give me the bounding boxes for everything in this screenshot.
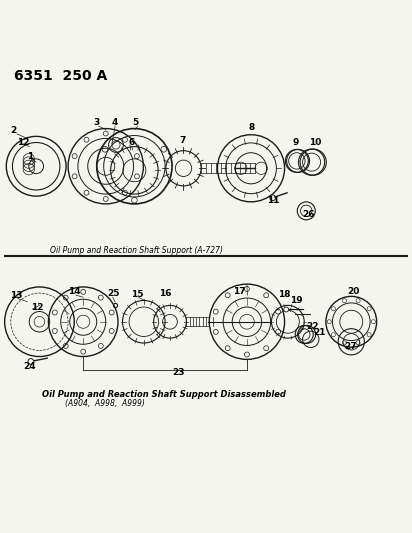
Text: 10: 10 [309, 138, 321, 147]
Text: 4: 4 [112, 118, 118, 127]
Text: 18: 18 [278, 290, 290, 299]
Text: 13: 13 [10, 290, 23, 300]
Circle shape [284, 307, 289, 312]
Text: (A904,  A998,  A999): (A904, A998, A999) [65, 399, 145, 408]
Text: 15: 15 [131, 290, 144, 299]
Text: 1: 1 [27, 152, 33, 161]
Text: 17: 17 [233, 287, 245, 296]
Text: 6351  250 A: 6351 250 A [14, 69, 107, 83]
Text: 20: 20 [347, 287, 360, 296]
Text: 2: 2 [10, 126, 16, 135]
Text: 7: 7 [179, 136, 186, 145]
Text: 21: 21 [313, 328, 326, 337]
Text: 22: 22 [306, 322, 319, 330]
Circle shape [270, 195, 276, 200]
Text: Oil Pump and Reaction Shaft Support Disassembled: Oil Pump and Reaction Shaft Support Disa… [42, 390, 286, 399]
Text: 25: 25 [107, 289, 119, 298]
Text: 5: 5 [132, 118, 138, 127]
Text: 27: 27 [344, 342, 357, 351]
Text: 9: 9 [293, 138, 299, 147]
Text: 19: 19 [290, 296, 302, 305]
Text: 24: 24 [23, 362, 36, 371]
Text: 23: 23 [172, 368, 185, 377]
Text: 12: 12 [31, 303, 44, 312]
Text: 12: 12 [17, 138, 29, 147]
Text: Oil Pump and Reaction Shaft Support (A-727): Oil Pump and Reaction Shaft Support (A-7… [51, 246, 223, 255]
Circle shape [28, 359, 34, 364]
Text: 14: 14 [68, 287, 81, 296]
Text: 3: 3 [94, 118, 100, 127]
Text: 11: 11 [267, 196, 279, 205]
Text: 6: 6 [128, 139, 134, 147]
Text: 16: 16 [159, 289, 171, 298]
Text: 8: 8 [249, 123, 255, 132]
Text: 26: 26 [302, 209, 315, 219]
